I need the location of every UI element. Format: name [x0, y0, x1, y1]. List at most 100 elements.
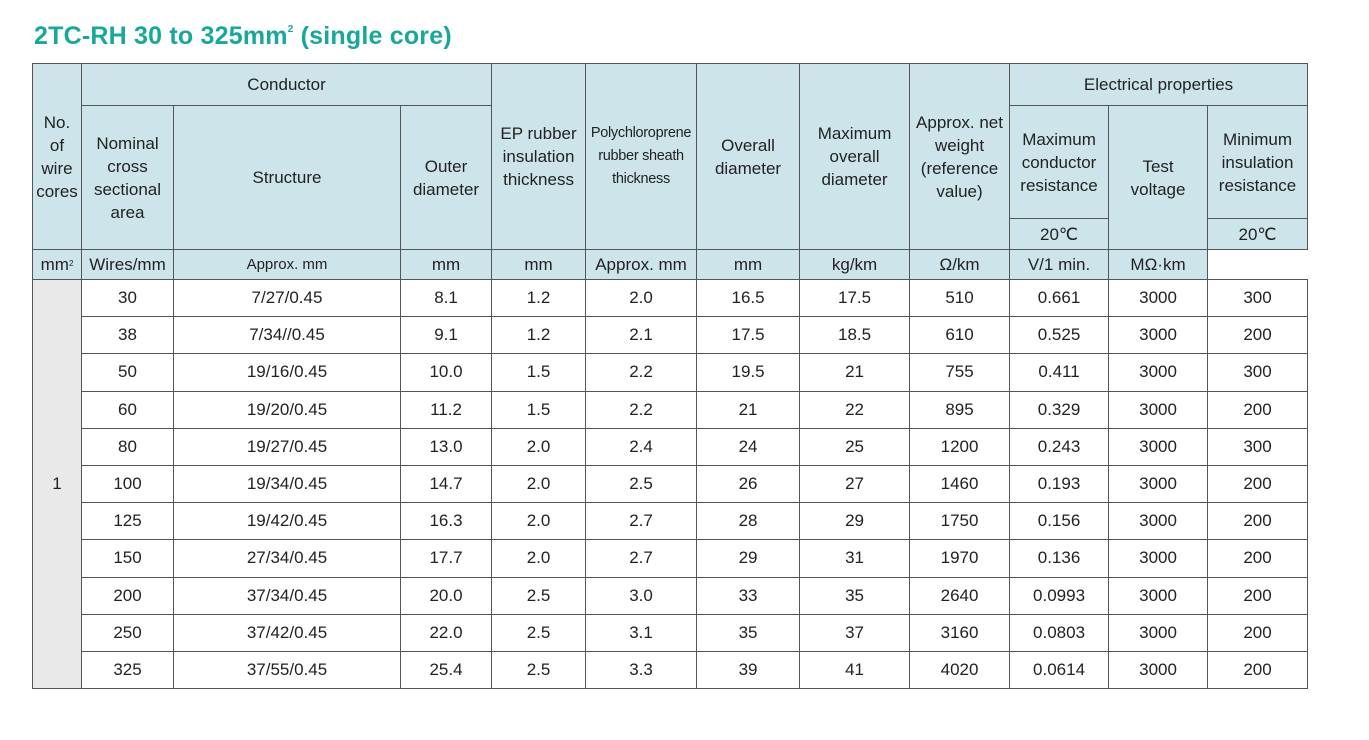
cell-overall-diameter: 33 — [696, 576, 801, 615]
table-body: 1 30 7/27/0.45 8.1 1.2 2.0 16.5 17.5 510 0.661 300… — [32, 278, 1309, 690]
cell-test-voltage: 3000 — [1108, 650, 1209, 690]
cell-polychloroprene: 2.2 — [585, 390, 698, 429]
cell-weight: 2640 — [909, 576, 1011, 615]
cell-weight: 4020 — [909, 650, 1011, 690]
cell-structure: 37/42/0.45 — [173, 613, 401, 652]
cell-resistance: 0.193 — [1009, 464, 1110, 504]
cell-test-voltage: 3000 — [1108, 427, 1209, 466]
cell-outer-diameter: 11.2 — [399, 390, 493, 429]
header-max-overall-diameter: Maximum overall diameter — [799, 63, 911, 250]
cell-test-voltage: 3000 — [1108, 576, 1209, 615]
cell-polychloroprene: 2.1 — [585, 316, 698, 355]
cell-weight: 895 — [909, 390, 1011, 429]
unit-structure: Wires/mm — [81, 249, 174, 280]
cell-ep-rubber: 1.5 — [491, 390, 587, 429]
unit-max-overall-diameter: mm — [696, 249, 801, 280]
cell-structure: 19/27/0.45 — [173, 427, 401, 466]
cell-max-overall-diameter: 17.5 — [799, 278, 911, 318]
cell-overall-diameter: 28 — [696, 502, 801, 541]
header-temp-resistance: 20℃ — [1009, 218, 1110, 250]
cell-insulation: 200 — [1207, 316, 1309, 355]
cell-outer-diameter: 9.1 — [399, 316, 493, 355]
cell-polychloroprene: 2.0 — [585, 278, 698, 318]
table-row: 38 7/34//0.45 9.1 1.2 2.1 17.5 18.5 610 0.525 300… — [33, 316, 1309, 355]
cell-polychloroprene: 3.1 — [585, 613, 698, 652]
cell-weight: 3160 — [909, 613, 1011, 652]
unit-outer-diameter: Approx. mm — [173, 249, 401, 280]
cell-outer-diameter: 16.3 — [399, 502, 493, 541]
cell-max-overall-diameter: 35 — [799, 576, 911, 615]
header-temp-insulation: 20℃ — [1207, 218, 1309, 250]
cell-structure: 19/20/0.45 — [173, 390, 401, 429]
cell-resistance: 0.411 — [1009, 353, 1110, 392]
cell-outer-diameter: 17.7 — [399, 539, 493, 578]
cell-test-voltage: 3000 — [1108, 316, 1209, 355]
unit-insulation: MΩ·km — [1108, 249, 1209, 280]
cell-max-overall-diameter: 31 — [799, 539, 911, 578]
cell-insulation: 200 — [1207, 464, 1309, 504]
cell-max-overall-diameter: 29 — [799, 502, 911, 541]
cell-outer-diameter: 10.0 — [399, 353, 493, 392]
cell-insulation: 300 — [1207, 427, 1309, 466]
cell-resistance: 0.156 — [1009, 502, 1110, 541]
cell-area: 150 — [81, 539, 174, 578]
unit-ep-rubber: mm — [399, 249, 493, 280]
cell-area: 250 — [81, 613, 174, 652]
cell-structure: 19/16/0.45 — [173, 353, 401, 392]
cell-area: 38 — [81, 316, 174, 355]
cell-outer-diameter: 25.4 — [399, 650, 493, 690]
cell-structure: 27/34/0.45 — [173, 539, 401, 578]
header-polychloroprene: Polychloroprene rubber sheath thickness — [585, 63, 698, 250]
cell-weight: 610 — [909, 316, 1011, 355]
cable-spec-table: No. of wire cores Conductor EP rubber in… — [32, 63, 1309, 690]
cell-structure: 7/34//0.45 — [173, 316, 401, 355]
cell-area: 50 — [81, 353, 174, 392]
cell-insulation: 300 — [1207, 278, 1309, 318]
cell-polychloroprene: 2.7 — [585, 539, 698, 578]
cell-polychloroprene: 2.2 — [585, 353, 698, 392]
cell-ep-rubber: 2.5 — [491, 613, 587, 652]
cell-area: 60 — [81, 390, 174, 429]
cell-area: 30 — [81, 278, 174, 318]
cell-overall-diameter: 16.5 — [696, 278, 801, 318]
cell-ep-rubber: 2.0 — [491, 427, 587, 466]
cell-max-overall-diameter: 21 — [799, 353, 911, 392]
cell-weight: 1970 — [909, 539, 1011, 578]
header-structure: Structure — [173, 105, 401, 250]
table-row: 60 19/20/0.45 11.2 1.5 2.2 21 22 895 0.329 3000 20… — [33, 390, 1309, 429]
cell-test-voltage: 3000 — [1108, 539, 1209, 578]
cell-outer-diameter: 13.0 — [399, 427, 493, 466]
cell-outer-diameter: 20.0 — [399, 576, 493, 615]
cell-insulation: 200 — [1207, 390, 1309, 429]
cell-overall-diameter: 17.5 — [696, 316, 801, 355]
table-row: 250 37/42/0.45 22.0 2.5 3.1 35 37 3160 0.0803 300… — [33, 613, 1309, 652]
cell-resistance: 0.243 — [1009, 427, 1110, 466]
cell-area: 80 — [81, 427, 174, 466]
cell-overall-diameter: 19.5 — [696, 353, 801, 392]
cell-overall-diameter: 21 — [696, 390, 801, 429]
cell-max-overall-diameter: 41 — [799, 650, 911, 690]
cell-structure: 7/27/0.45 — [173, 278, 401, 318]
cell-insulation: 300 — [1207, 353, 1309, 392]
table-row: 1 30 7/27/0.45 8.1 1.2 2.0 16.5 17.5 510 0.661 300… — [32, 278, 1309, 690]
cell-max-overall-diameter: 37 — [799, 613, 911, 652]
cell-weight: 1200 — [909, 427, 1011, 466]
cell-weight: 510 — [909, 278, 1011, 318]
cell-resistance: 0.329 — [1009, 390, 1110, 429]
cell-test-voltage: 3000 — [1108, 464, 1209, 504]
cell-resistance: 0.661 — [1009, 278, 1110, 318]
cell-polychloroprene: 2.7 — [585, 502, 698, 541]
cell-test-voltage: 3000 — [1108, 390, 1209, 429]
unit-overall-diameter: Approx. mm — [585, 249, 698, 280]
table-row: 325 37/55/0.45 25.4 2.5 3.3 39 41 4020 0.0614 300… — [33, 650, 1309, 690]
table-row: 200 37/34/0.45 20.0 2.5 3.0 33 35 2640 0.0993 300… — [33, 576, 1309, 615]
header-approx-weight: Approx. net weight (reference value) — [909, 63, 1011, 250]
header-no-of-wire-cores: No. of wire cores — [32, 63, 82, 250]
cell-test-voltage: 3000 — [1108, 278, 1209, 318]
cell-ep-rubber: 1.2 — [491, 278, 587, 318]
cell-outer-diameter: 8.1 — [399, 278, 493, 318]
header-test-voltage: Test voltage — [1108, 105, 1209, 250]
cell-insulation: 200 — [1207, 502, 1309, 541]
cell-weight: 1460 — [909, 464, 1011, 504]
cell-resistance: 0.0803 — [1009, 613, 1110, 652]
